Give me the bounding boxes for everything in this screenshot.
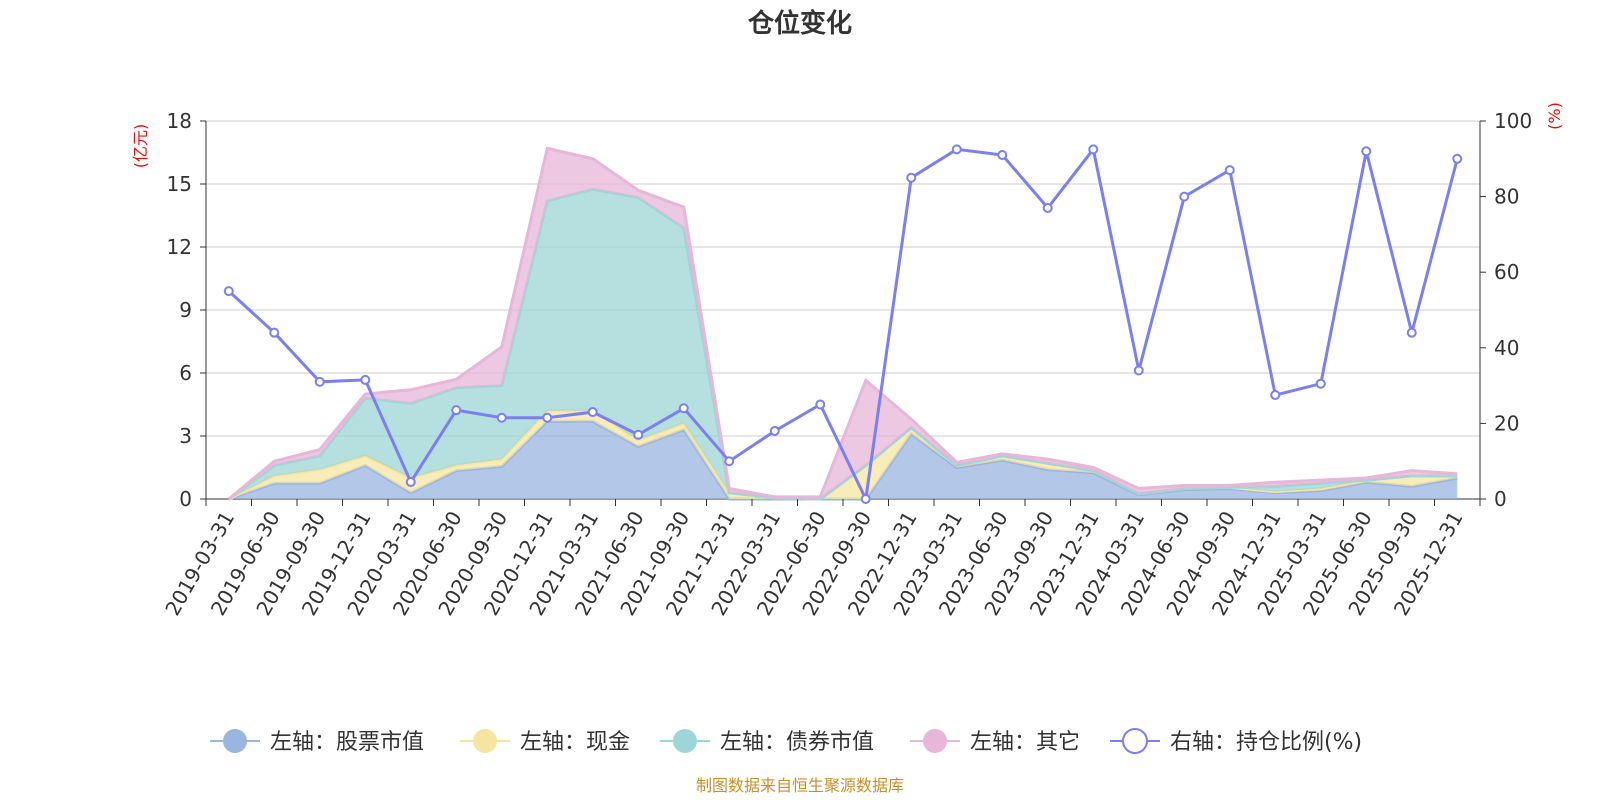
ratio-point xyxy=(951,144,962,155)
right-axis-tick-label: 80 xyxy=(1494,185,1519,209)
legend: 左轴：股票市值 左轴：现金 左轴：债券市值 左轴：其它 右轴：持仓比例(%) xyxy=(210,728,1362,755)
ratio-point xyxy=(1133,365,1144,376)
ratio-point xyxy=(1042,202,1053,213)
legend-circle-marker xyxy=(473,729,497,753)
ratio-point xyxy=(269,327,280,338)
ratio-point xyxy=(1315,378,1326,389)
stacked-areas xyxy=(227,146,1458,501)
right-axis-tick-label: 100 xyxy=(1494,109,1532,133)
area-左轴：债券市值 xyxy=(228,189,1458,500)
legend-circle-marker xyxy=(923,729,947,753)
right-axis-tick-label: 20 xyxy=(1494,411,1519,435)
left-axis-tick-label: 15 xyxy=(167,172,192,196)
ratio-line-path xyxy=(227,145,1459,505)
ratio-point xyxy=(997,150,1008,161)
ratio-point xyxy=(906,172,917,183)
ratio-point xyxy=(724,456,735,467)
legend-label: 左轴：股票市值 xyxy=(270,730,424,755)
ratio-point xyxy=(1361,146,1372,157)
left-axis-tick-label: 9 xyxy=(179,298,192,322)
right-axis-tick-label: 60 xyxy=(1494,260,1519,284)
ratio-point xyxy=(860,494,871,504)
ratio-point xyxy=(678,403,689,414)
right-axis-tick-label: 0 xyxy=(1494,487,1507,511)
ratio-point xyxy=(542,412,553,423)
left-axis-tick-label: 3 xyxy=(179,424,192,448)
area-左轴：股票市值 xyxy=(228,421,1458,499)
left-axis-unit: (亿元) xyxy=(131,124,150,169)
ratio-point xyxy=(1406,327,1417,338)
ratio-point xyxy=(769,425,780,436)
legend-label: 右轴：持仓比例(%) xyxy=(1170,730,1362,755)
ratio-point xyxy=(633,429,644,440)
ratio-point xyxy=(1088,144,1099,155)
legend-label: 左轴：债券市值 xyxy=(720,730,874,755)
left-axis-tick-label: 0 xyxy=(179,487,192,511)
ratio-point xyxy=(1224,165,1235,176)
ratio-point xyxy=(1270,390,1281,401)
ratio-point xyxy=(1452,153,1463,164)
legend-label: 左轴：现金 xyxy=(520,730,630,755)
position-ratio-line xyxy=(223,144,1463,505)
left-axis-tick-label: 18 xyxy=(167,109,192,133)
ratio-point xyxy=(451,405,462,416)
ratio-point xyxy=(223,286,234,297)
right-axis-unit: (%) xyxy=(1545,102,1564,130)
left-axis-tick-label: 6 xyxy=(179,361,192,385)
legend-label: 左轴：其它 xyxy=(970,730,1080,755)
ratio-point xyxy=(496,412,507,423)
right-axis-tick-label: 40 xyxy=(1494,336,1519,360)
ratio-point xyxy=(314,376,325,387)
axes: 03691215180204060801002019-03-312019-06-… xyxy=(160,109,1532,620)
chart-title: 仓位变化 xyxy=(747,8,852,39)
ratio-point xyxy=(1179,191,1190,202)
left-axis-tick-label: 12 xyxy=(167,235,192,259)
legend-circle-marker xyxy=(1122,728,1148,754)
ratio-point xyxy=(815,399,826,410)
legend-circle-marker xyxy=(673,729,697,753)
area-edge-左轴：其它 xyxy=(227,146,1458,501)
legend-circle-marker xyxy=(223,729,247,753)
ratio-point xyxy=(360,374,371,385)
ratio-point xyxy=(405,476,416,487)
area-左轴：其它 xyxy=(228,148,1458,500)
data-source-note: 制图数据来自恒生聚源数据库 xyxy=(696,776,904,795)
ratio-point xyxy=(587,407,598,418)
